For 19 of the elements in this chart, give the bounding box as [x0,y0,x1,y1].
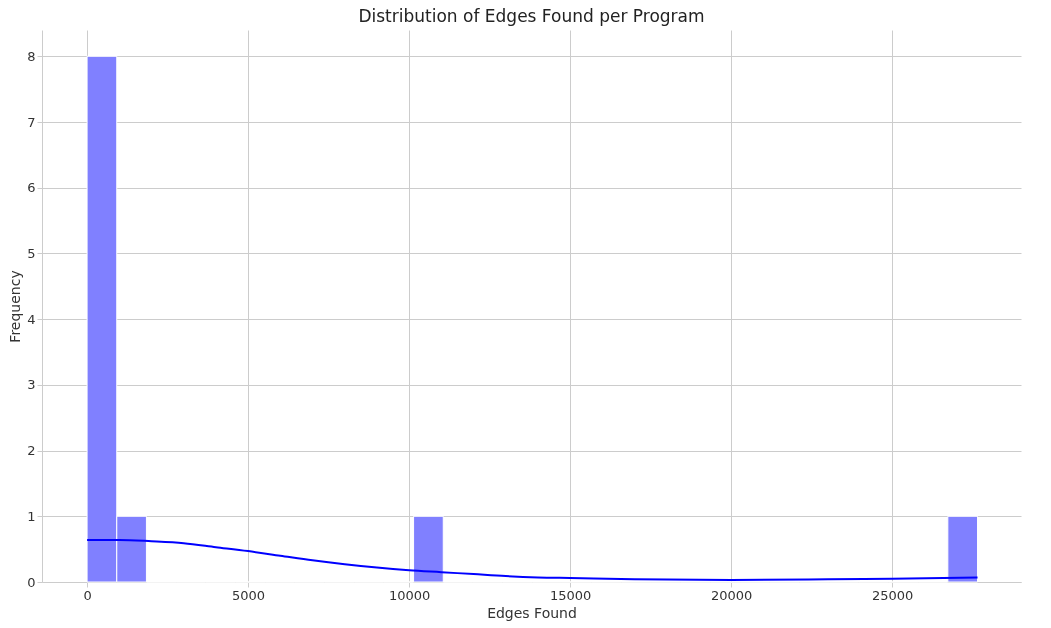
y-tick-label: 3 [27,377,36,393]
y-tick-label: 7 [27,114,36,130]
x-tick-label: 15000 [549,587,592,603]
y-tick-label: 1 [27,508,36,524]
y-tick-label: 4 [27,311,36,327]
x-tick-label: 10000 [388,587,431,603]
y-tick-label: 2 [27,443,36,459]
line-series [86,538,979,582]
x-tick-label: 20000 [710,587,753,603]
y-tick-label: 8 [27,48,36,64]
x-axis-title: Edges Found [487,604,577,621]
y-tick-label: 5 [27,245,36,261]
x-tick-label: 25000 [872,587,914,603]
y-axis-title: Frequency [7,270,24,343]
y-tick-label: 0 [27,574,36,590]
y-tick-label: 6 [27,180,36,196]
x-tick-label: 0 [83,587,92,603]
x-tick-label: 5000 [232,587,266,603]
chart-title: Distribution of Edges Found per Program [358,6,705,26]
